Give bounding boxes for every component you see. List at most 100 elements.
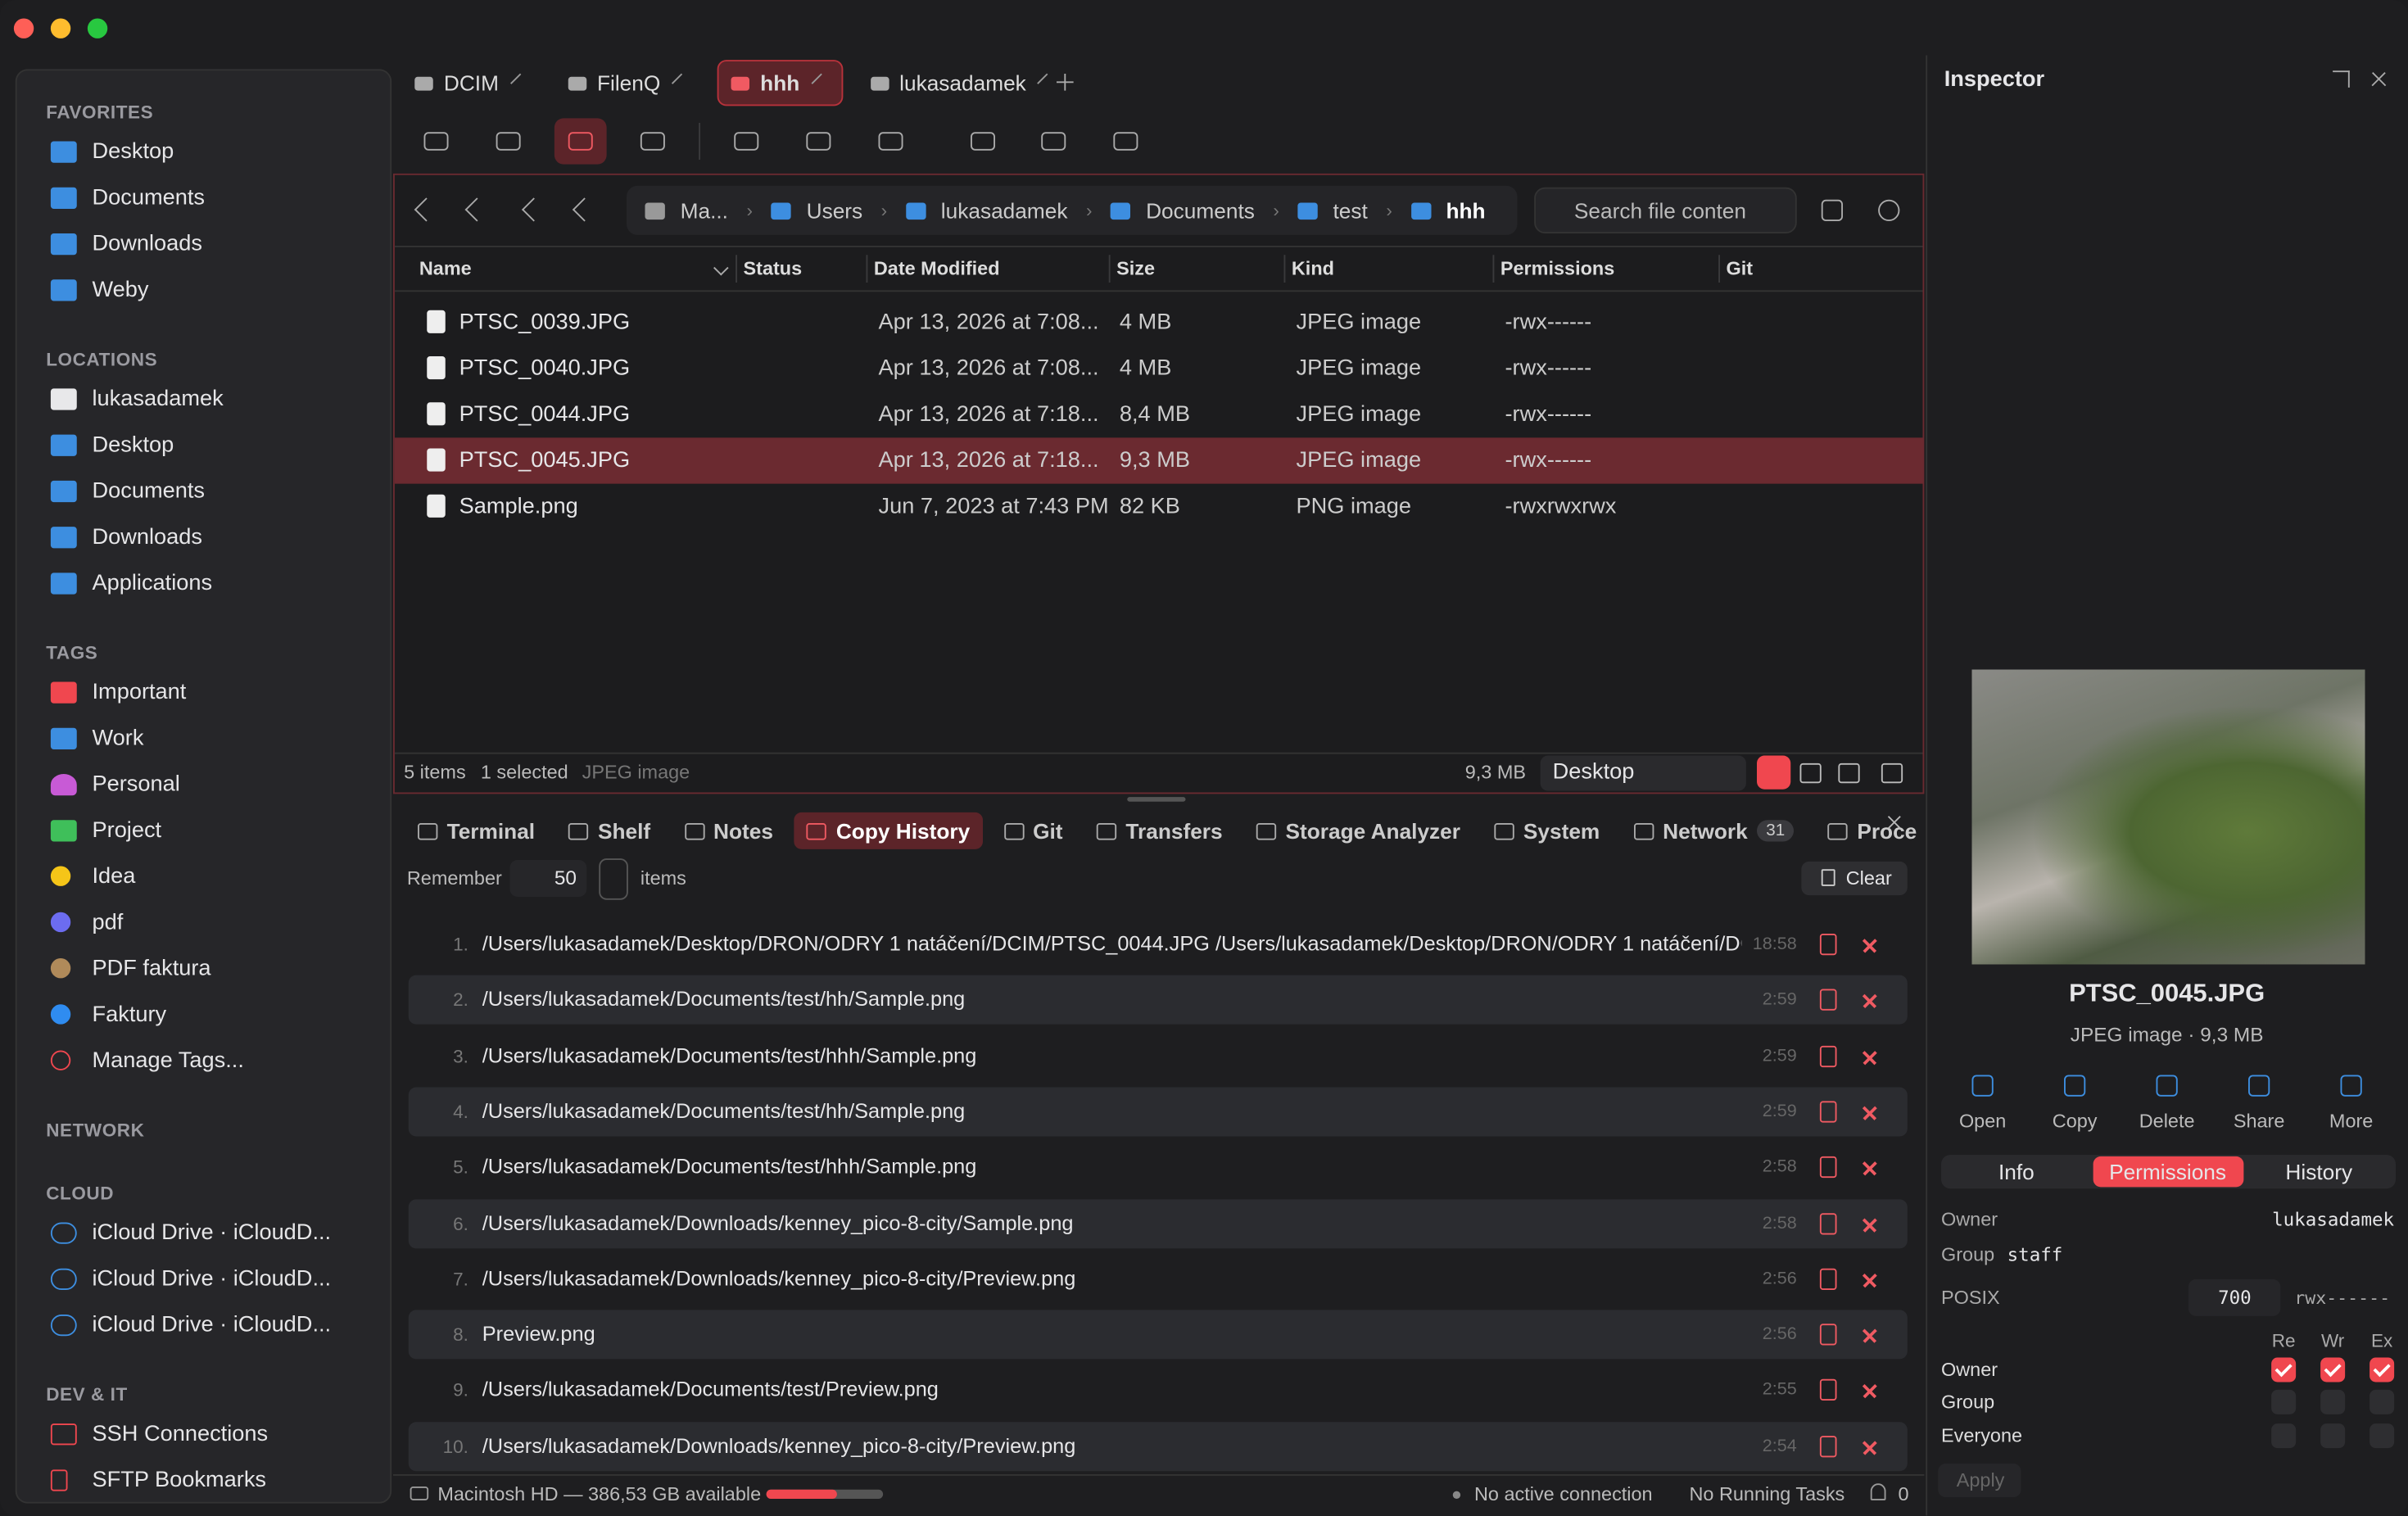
action-icon[interactable]: [2340, 1075, 2362, 1097]
panel-tab[interactable]: Network 31: [1622, 812, 1807, 849]
panel-tab[interactable]: Storage Analyzer: [1244, 812, 1473, 849]
copy-button[interactable]: [1819, 989, 1837, 1011]
copy-button[interactable]: [1819, 1435, 1837, 1457]
breadcrumb-segment[interactable]: lukasadamek: [940, 197, 1068, 223]
column-header-label[interactable]: Git: [1726, 258, 1754, 280]
action-label[interactable]: Share: [2233, 1110, 2285, 1132]
stepper[interactable]: [599, 858, 628, 900]
tab-label[interactable]: hhh: [760, 70, 800, 96]
action-icon[interactable]: [1971, 1075, 1994, 1097]
tools-button[interactable]: [1821, 199, 1843, 221]
permission-checkbox[interactable]: [2271, 1389, 2297, 1414]
copy-button[interactable]: [1819, 1212, 1837, 1234]
view-mode[interactable]: [1799, 763, 1822, 784]
column-header-label[interactable]: Date Modified: [873, 258, 1000, 280]
toolbar-button[interactable]: [423, 132, 449, 151]
sidebar-item[interactable]: lukasadamek: [92, 387, 224, 412]
tab[interactable]: DCIM: [402, 61, 540, 105]
column-header-label[interactable]: Size: [1116, 258, 1156, 280]
permission-checkbox[interactable]: [2370, 1389, 2395, 1414]
panel-tab[interactable]: System: [1482, 812, 1612, 849]
breadcrumb-segment[interactable]: hhh: [1446, 197, 1486, 223]
view-mode[interactable]: [1881, 763, 1903, 784]
action-label[interactable]: Delete: [2139, 1110, 2195, 1132]
segment-label[interactable]: History: [2285, 1159, 2353, 1184]
tab[interactable]: FilenQ: [555, 61, 702, 105]
column-header-label[interactable]: Permissions: [1500, 258, 1615, 280]
sidebar-item[interactable]: iCloud Drive · iCloudD...: [92, 1220, 332, 1246]
column-header-label[interactable]: Kind: [1291, 258, 1334, 280]
copy-button[interactable]: [1819, 1324, 1837, 1346]
tab-close[interactable]: [1037, 72, 1058, 93]
sidebar-item[interactable]: SFTP Bookmarks: [92, 1468, 267, 1493]
sidebar-item[interactable]: Important: [92, 680, 187, 705]
history-path[interactable]: /Users/lukasadamek/Documents/test/hh/Sam…: [482, 1099, 966, 1123]
copy-button[interactable]: [1819, 934, 1837, 956]
sidebar-item[interactable]: Work: [92, 726, 144, 751]
history-path[interactable]: /Users/lukasadamek/Documents/test/hhh/Sa…: [482, 1043, 977, 1067]
more-button[interactable]: [1878, 199, 1900, 221]
toolbar-button[interactable]: [496, 132, 521, 151]
panel-tab-label[interactable]: Copy History: [835, 818, 971, 844]
window-control[interactable]: [13, 18, 34, 38]
permission-checkbox[interactable]: [2271, 1423, 2297, 1449]
panel-tab[interactable]: Copy History: [794, 812, 983, 849]
column-header-label[interactable]: Status: [743, 258, 803, 280]
search-field[interactable]: [1534, 187, 1797, 233]
column-header-label[interactable]: Name: [419, 258, 472, 280]
segment-label[interactable]: Info: [1998, 1159, 2035, 1184]
tab[interactable]: lukasadamek: [858, 61, 1068, 105]
panel-tab[interactable]: Proce: [1816, 812, 1930, 849]
sidebar-item[interactable]: PDF faktura: [92, 957, 211, 982]
panel-tab-label[interactable]: Git: [1033, 818, 1063, 844]
sidebar-item[interactable]: Manage Tags...: [92, 1048, 244, 1074]
copy-button[interactable]: [1819, 1156, 1837, 1179]
tab-close[interactable]: [810, 72, 832, 93]
tab-label[interactable]: DCIM: [443, 70, 499, 96]
tab-label[interactable]: FilenQ: [596, 70, 661, 96]
panel-tab[interactable]: Notes: [672, 812, 785, 849]
sidebar-item[interactable]: SSH Connections: [92, 1422, 269, 1447]
panel-tab[interactable]: Terminal: [405, 812, 547, 849]
sidebar-item[interactable]: Documents: [92, 185, 206, 210]
sidebar-item[interactable]: Downloads: [92, 232, 203, 257]
tab[interactable]: hhh: [717, 60, 843, 106]
action-label[interactable]: Open: [1958, 1110, 2007, 1132]
breadcrumb-segment[interactable]: Documents: [1146, 197, 1255, 223]
panel-tab-label[interactable]: Transfers: [1125, 818, 1223, 844]
remember-input[interactable]: [509, 860, 587, 897]
file-name[interactable]: PTSC_0039.JPG: [459, 310, 631, 335]
history-path[interactable]: /Users/lukasadamek/Downloads/kenney_pico…: [482, 1266, 1076, 1290]
posix-input[interactable]: [2188, 1278, 2281, 1316]
breadcrumb-segment[interactable]: test: [1333, 197, 1368, 223]
toolbar-button[interactable]: [1041, 132, 1066, 151]
toolbar-button[interactable]: [640, 132, 665, 151]
action-label[interactable]: Copy: [2052, 1110, 2098, 1132]
tab-label[interactable]: lukasadamek: [899, 70, 1026, 96]
new-tab[interactable]: [1064, 74, 1066, 91]
location-picker[interactable]: [1540, 755, 1746, 791]
sidebar-item[interactable]: Project: [92, 818, 162, 844]
history-path[interactable]: /Users/lukasadamek/Documents/test/hh/Sam…: [482, 988, 966, 1011]
toolbar-button[interactable]: [568, 132, 593, 151]
file-name[interactable]: PTSC_0044.JPG: [459, 402, 631, 428]
file-name[interactable]: Sample.png: [459, 494, 578, 519]
sidebar-item[interactable]: Downloads: [92, 525, 203, 550]
window-control[interactable]: [87, 18, 108, 38]
window-control[interactable]: [50, 18, 71, 38]
panel-tab[interactable]: Shelf: [556, 812, 663, 849]
breadcrumb-segment[interactable]: Ma...: [680, 197, 728, 223]
copy-button[interactable]: [1819, 1379, 1837, 1401]
panel-tab-label[interactable]: Storage Analyzer: [1285, 818, 1461, 844]
toolbar-button[interactable]: [734, 132, 759, 151]
permission-checkbox[interactable]: [2370, 1423, 2395, 1449]
panel-tab[interactable]: Transfers: [1084, 812, 1235, 849]
copy-button[interactable]: [1819, 1268, 1837, 1290]
toolbar-button[interactable]: [1113, 132, 1138, 151]
panel-tab-label[interactable]: Network: [1663, 818, 1748, 844]
apply-label[interactable]: Apply: [1956, 1469, 2005, 1491]
sidebar-item[interactable]: Applications: [92, 571, 213, 596]
action-icon[interactable]: [2248, 1075, 2270, 1097]
sidebar-item[interactable]: Faktury: [92, 1002, 167, 1028]
panel-tab-label[interactable]: Notes: [713, 818, 773, 844]
